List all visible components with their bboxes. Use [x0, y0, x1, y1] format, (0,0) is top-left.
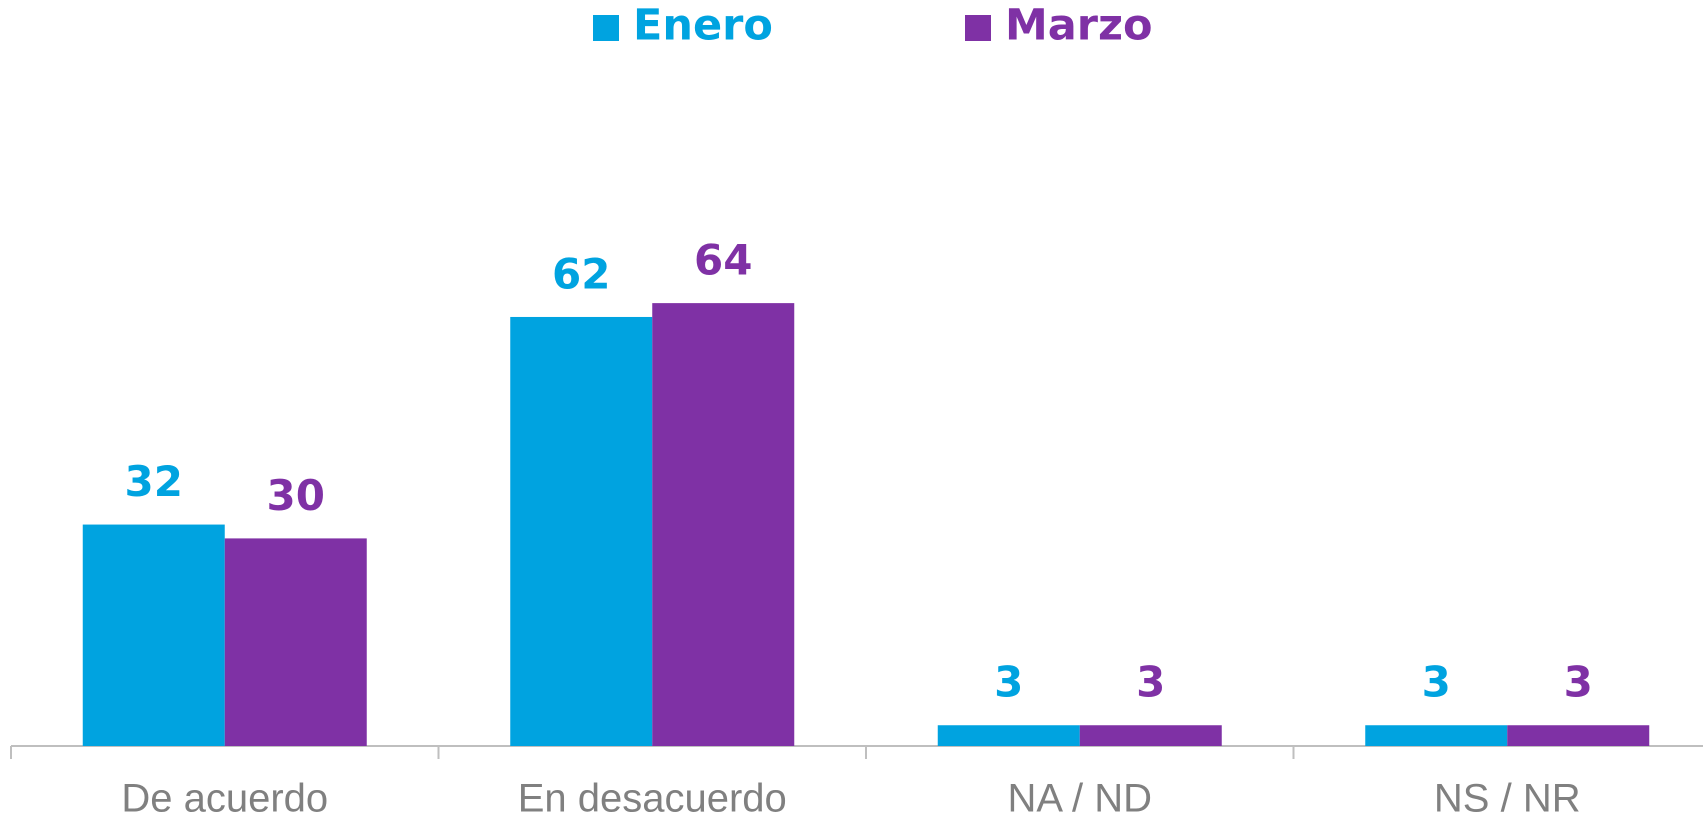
bar: [1365, 725, 1508, 746]
bar: [937, 725, 1080, 746]
bar: [510, 316, 653, 746]
data-label: 64: [694, 236, 752, 285]
legend-swatch: [965, 15, 991, 41]
bar: [1079, 725, 1222, 746]
data-label: 3: [1564, 658, 1593, 707]
legend-label: Marzo: [1005, 1, 1153, 51]
x-tick-label: En desacuerdo: [518, 777, 787, 821]
x-tick-label: De acuerdo: [121, 777, 328, 821]
x-tick-label: NA / ND: [1008, 777, 1152, 821]
x-tick-label: NS / NR: [1434, 777, 1581, 821]
data-label: 3: [994, 658, 1023, 707]
bar: [224, 538, 367, 746]
data-label: 30: [267, 471, 325, 520]
data-label: 62: [552, 249, 610, 298]
bar: [82, 524, 225, 746]
bar: [652, 303, 795, 746]
legend-label: Enero: [633, 1, 773, 51]
data-label: 3: [1422, 658, 1451, 707]
bar: [1507, 725, 1650, 746]
data-label: 3: [1136, 658, 1165, 707]
legend-swatch: [593, 15, 619, 41]
data-label: 32: [125, 457, 183, 506]
